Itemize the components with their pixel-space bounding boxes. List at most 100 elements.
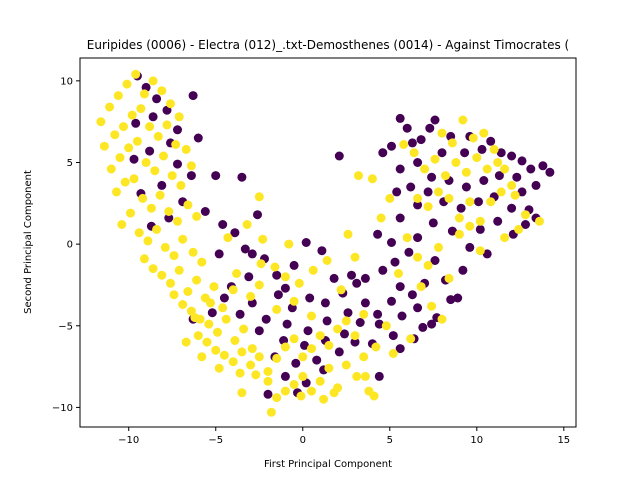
scatter-point-s0-119 [545, 167, 555, 177]
scatter-point-s1-55 [183, 287, 193, 296]
scatter-point-s0-100 [406, 182, 416, 192]
scatter-point-s1-48 [188, 247, 198, 257]
scatter-point-s1-28 [176, 180, 186, 190]
scatter-point-s1-1 [105, 102, 115, 112]
scatter-point-s0-30 [301, 238, 311, 247]
scatter-point-s1-168 [500, 233, 510, 243]
scatter-point-s0-131 [407, 138, 417, 148]
scatter-point-s0-49 [254, 326, 264, 336]
scatter-point-s1-140 [413, 193, 423, 203]
scatter-point-s1-127 [242, 220, 252, 229]
scatter-point-s1-20 [106, 164, 116, 174]
scatter-point-s1-130 [399, 140, 409, 149]
scatter-point-s0-73 [263, 389, 273, 399]
x-tick-label: 15 [557, 435, 570, 446]
scatter-point-s0-57 [395, 282, 405, 292]
scatter-point-s1-182 [214, 363, 224, 373]
scatter-point-s1-36 [164, 207, 174, 216]
scatter-point-s1-99 [359, 309, 369, 319]
scatter-point-s1-86 [315, 376, 325, 386]
scatter-point-s0-137 [526, 164, 536, 174]
scatter-point-s0-75 [374, 319, 384, 329]
scatter-point-s1-150 [437, 128, 447, 138]
scatter-point-s1-113 [294, 278, 304, 288]
scatter-point-s0-45 [322, 316, 332, 326]
scatter-point-s1-147 [486, 197, 496, 207]
scatter-point-s1-25 [150, 166, 160, 176]
scatter-point-s1-0 [96, 117, 106, 127]
x-tick-label: −10 [118, 435, 139, 446]
scatter-point-s0-63 [334, 347, 344, 357]
scatter-point-s1-46 [169, 251, 179, 261]
scatter-point-s1-137 [472, 153, 482, 163]
y-tick-label: −5 [58, 321, 73, 332]
scatter-point-s0-69 [446, 295, 456, 305]
scatter-point-s0-130 [395, 113, 405, 123]
scatter-point-s1-143 [444, 193, 454, 203]
scatter-point-s0-91 [413, 200, 423, 210]
scatter-point-s1-68 [239, 324, 249, 334]
scatter-point-s0-56 [387, 296, 396, 306]
scatter-point-s1-117 [350, 252, 360, 262]
scatter-point-s1-162 [423, 260, 433, 270]
scatter-point-s0-140 [374, 371, 384, 381]
scatter-point-s0-4 [131, 118, 141, 128]
scatter-point-s1-26 [159, 151, 168, 161]
scatter-point-s1-43 [143, 236, 153, 246]
scatter-point-s0-70 [280, 371, 290, 381]
scatter-point-s1-142 [434, 187, 443, 197]
scatter-point-s0-109 [517, 187, 527, 197]
scatter-point-s1-123 [289, 296, 299, 306]
scatter-point-s1-160 [402, 233, 412, 243]
scatter-point-s0-26 [272, 270, 282, 280]
scatter-point-s0-2 [152, 94, 162, 104]
scatter-point-s1-106 [266, 407, 276, 417]
scatter-point-s1-136 [461, 167, 471, 177]
scatter-point-s1-170 [367, 174, 377, 184]
scatter-point-s0-96 [475, 224, 485, 234]
y-tick-label: 0 [67, 240, 73, 251]
scatter-point-s0-126 [477, 144, 487, 154]
scatter-point-s0-117 [512, 172, 522, 182]
scatter-point-s0-39 [320, 298, 330, 308]
scatter-point-s1-186 [235, 368, 245, 378]
scatter-point-s1-45 [160, 242, 170, 252]
scatter-point-s1-27 [167, 171, 177, 181]
scatter-point-s1-180 [181, 337, 191, 347]
scatter-point-s1-34 [146, 203, 156, 213]
scatter-point-s1-176 [427, 301, 437, 311]
scatter-point-s0-10 [145, 146, 155, 156]
scatter-point-s1-134 [441, 171, 450, 181]
y-tick-label: 5 [67, 158, 73, 169]
scatter-point-s0-89 [458, 265, 468, 275]
scatter-point-s1-172 [385, 193, 395, 203]
scatter-point-s1-133 [430, 154, 440, 164]
scatter-point-s1-82 [280, 386, 290, 396]
scatter-point-s0-121 [402, 123, 412, 133]
scatter-point-s1-109 [364, 386, 374, 396]
scatter-point-s0-58 [407, 290, 417, 300]
scatter-point-s0-31 [317, 246, 327, 256]
scatter-point-s1-53 [166, 278, 175, 288]
scatter-point-s0-111 [413, 158, 423, 167]
y-axis-label: Second Principal Component [23, 170, 34, 314]
scatter-point-s1-181 [197, 352, 207, 362]
scatter-point-s1-158 [521, 210, 530, 220]
x-tick-label: −5 [208, 435, 223, 446]
scatter-point-s1-37 [173, 216, 182, 226]
scatter-point-s0-115 [479, 176, 489, 185]
scatter-point-s0-132 [425, 123, 435, 133]
scatter-point-s0-51 [300, 340, 309, 350]
scatter-point-s1-159 [535, 216, 544, 226]
scatter-point-s0-55 [373, 309, 383, 319]
scatter-point-s1-173 [376, 213, 386, 223]
scatter-point-s1-189 [228, 285, 238, 295]
scatter-point-s1-157 [510, 190, 520, 200]
scatter-point-s0-97 [493, 216, 503, 226]
scatter-point-s1-146 [475, 216, 485, 226]
scatter-point-s1-4 [131, 69, 141, 79]
scatter-point-s1-76 [246, 360, 256, 370]
scatter-point-s0-103 [456, 203, 466, 213]
scatter-point-s0-34 [211, 171, 221, 181]
plot-frame [79, 57, 577, 428]
